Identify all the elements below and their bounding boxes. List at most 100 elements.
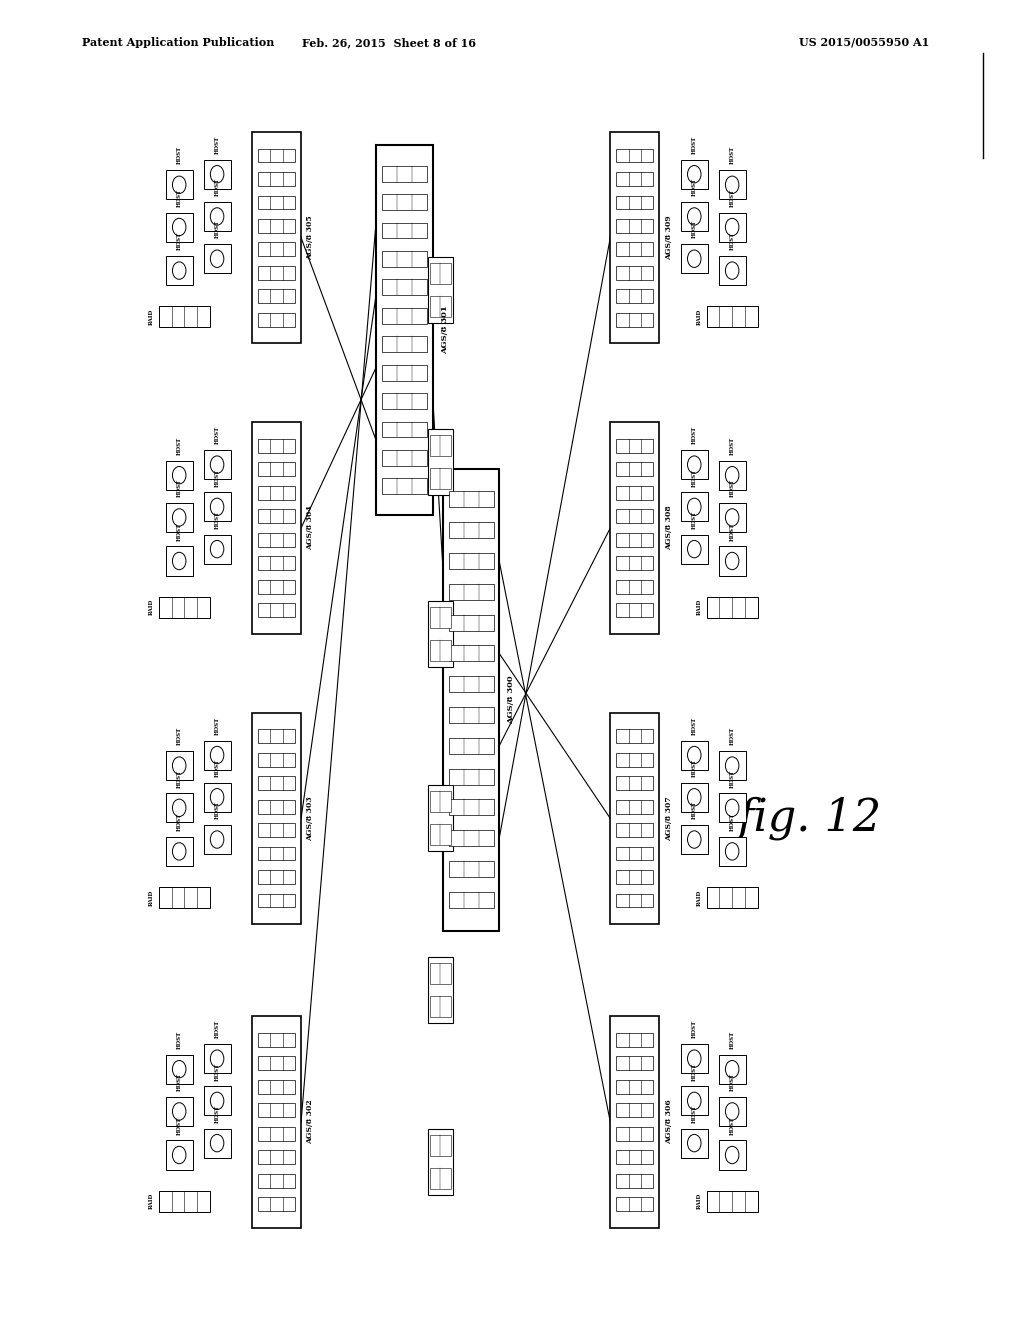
Bar (258, 533, 295, 546)
Bar (428, 601, 453, 667)
Circle shape (687, 207, 701, 226)
Bar (258, 776, 295, 791)
Text: RAID: RAID (148, 890, 154, 906)
Bar (681, 825, 708, 854)
Bar (258, 486, 295, 500)
Circle shape (687, 1049, 701, 1068)
Text: HOST: HOST (692, 759, 696, 777)
Text: HOST: HOST (692, 1020, 696, 1039)
Text: HOST: HOST (730, 727, 734, 746)
Circle shape (687, 788, 701, 807)
Bar (258, 172, 295, 186)
Bar (610, 132, 659, 343)
Bar (616, 289, 653, 304)
Circle shape (172, 176, 186, 194)
Text: HOST: HOST (692, 511, 696, 529)
Circle shape (210, 1134, 224, 1152)
Circle shape (687, 746, 701, 764)
Circle shape (172, 508, 186, 527)
Bar (616, 556, 653, 570)
Bar (616, 776, 653, 791)
Bar (616, 1034, 653, 1047)
Circle shape (172, 842, 186, 861)
Bar (204, 535, 230, 564)
Text: HOST: HOST (177, 523, 181, 541)
Text: HOST: HOST (730, 479, 734, 498)
Text: HOST: HOST (730, 1031, 734, 1049)
Text: AGS/8 304: AGS/8 304 (306, 506, 314, 550)
Bar (707, 887, 758, 908)
Bar (258, 243, 295, 256)
Bar (382, 308, 427, 323)
Circle shape (172, 1102, 186, 1121)
Bar (449, 892, 494, 908)
Text: HOST: HOST (177, 147, 181, 165)
Bar (719, 256, 745, 285)
Circle shape (725, 842, 739, 861)
Circle shape (725, 1102, 739, 1121)
Bar (719, 1097, 745, 1126)
Text: HOST: HOST (730, 147, 734, 165)
Bar (258, 870, 295, 884)
Text: HOST: HOST (730, 1073, 734, 1092)
Bar (428, 957, 453, 1023)
Bar (449, 738, 494, 754)
Bar (382, 251, 427, 267)
Text: HOST: HOST (692, 426, 696, 445)
Bar (382, 478, 427, 494)
Bar (449, 768, 494, 784)
Bar (449, 645, 494, 661)
Bar (166, 1140, 193, 1170)
Bar (258, 313, 295, 326)
Text: HOST: HOST (730, 770, 734, 788)
Text: HOST: HOST (692, 1105, 696, 1123)
Bar (204, 825, 230, 854)
Bar (166, 170, 193, 199)
Bar (616, 149, 653, 162)
Bar (616, 1197, 653, 1210)
Bar (166, 213, 193, 242)
Bar (258, 1056, 295, 1071)
Text: HOST: HOST (215, 717, 219, 735)
Circle shape (725, 799, 739, 817)
Bar (258, 556, 295, 570)
Bar (719, 837, 745, 866)
Circle shape (210, 830, 224, 849)
Bar (681, 741, 708, 770)
Circle shape (687, 1092, 701, 1110)
Bar (204, 492, 230, 521)
Text: RAID: RAID (696, 1193, 701, 1209)
Bar (382, 421, 427, 437)
Bar (616, 462, 653, 477)
Text: AGS/8 309: AGS/8 309 (665, 215, 673, 260)
Bar (719, 461, 745, 490)
Bar (681, 535, 708, 564)
Bar (166, 793, 193, 822)
Bar (166, 1097, 193, 1126)
Text: HOST: HOST (177, 727, 181, 746)
Circle shape (725, 508, 739, 527)
Bar (616, 730, 653, 743)
Bar (681, 160, 708, 189)
Circle shape (725, 756, 739, 775)
Bar (258, 510, 295, 523)
Bar (258, 1034, 295, 1047)
Bar (430, 1134, 451, 1156)
Bar (616, 894, 653, 907)
Bar (616, 1056, 653, 1071)
Bar (159, 1191, 210, 1212)
Bar (616, 533, 653, 546)
Circle shape (725, 1146, 739, 1164)
Text: RAID: RAID (696, 890, 701, 906)
Text: HOST: HOST (730, 437, 734, 455)
Text: HOST: HOST (692, 1063, 696, 1081)
Bar (258, 265, 295, 280)
Bar (252, 132, 301, 343)
Bar (428, 429, 453, 495)
Circle shape (210, 455, 224, 474)
Bar (681, 1044, 708, 1073)
Text: RAID: RAID (148, 1193, 154, 1209)
Bar (430, 434, 451, 455)
Circle shape (172, 552, 186, 570)
Text: HOST: HOST (215, 220, 219, 239)
